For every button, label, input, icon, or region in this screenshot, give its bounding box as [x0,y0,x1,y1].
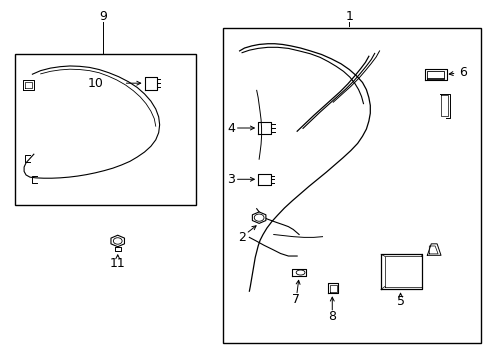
Polygon shape [252,212,265,224]
Circle shape [254,214,264,221]
Text: 7: 7 [291,293,299,306]
Text: 4: 4 [226,122,234,135]
Text: 9: 9 [99,10,107,23]
Text: 10: 10 [88,77,103,90]
Text: 3: 3 [226,173,234,186]
Bar [15,54,195,205]
Polygon shape [111,235,124,247]
Text: 11: 11 [110,257,125,270]
Circle shape [113,238,122,244]
Text: 1: 1 [345,10,352,23]
Text: 6: 6 [458,66,466,79]
Bar [222,28,480,343]
Text: 8: 8 [327,310,336,324]
Text: 2: 2 [238,231,246,244]
Text: 5: 5 [396,296,404,309]
Ellipse shape [296,270,305,275]
